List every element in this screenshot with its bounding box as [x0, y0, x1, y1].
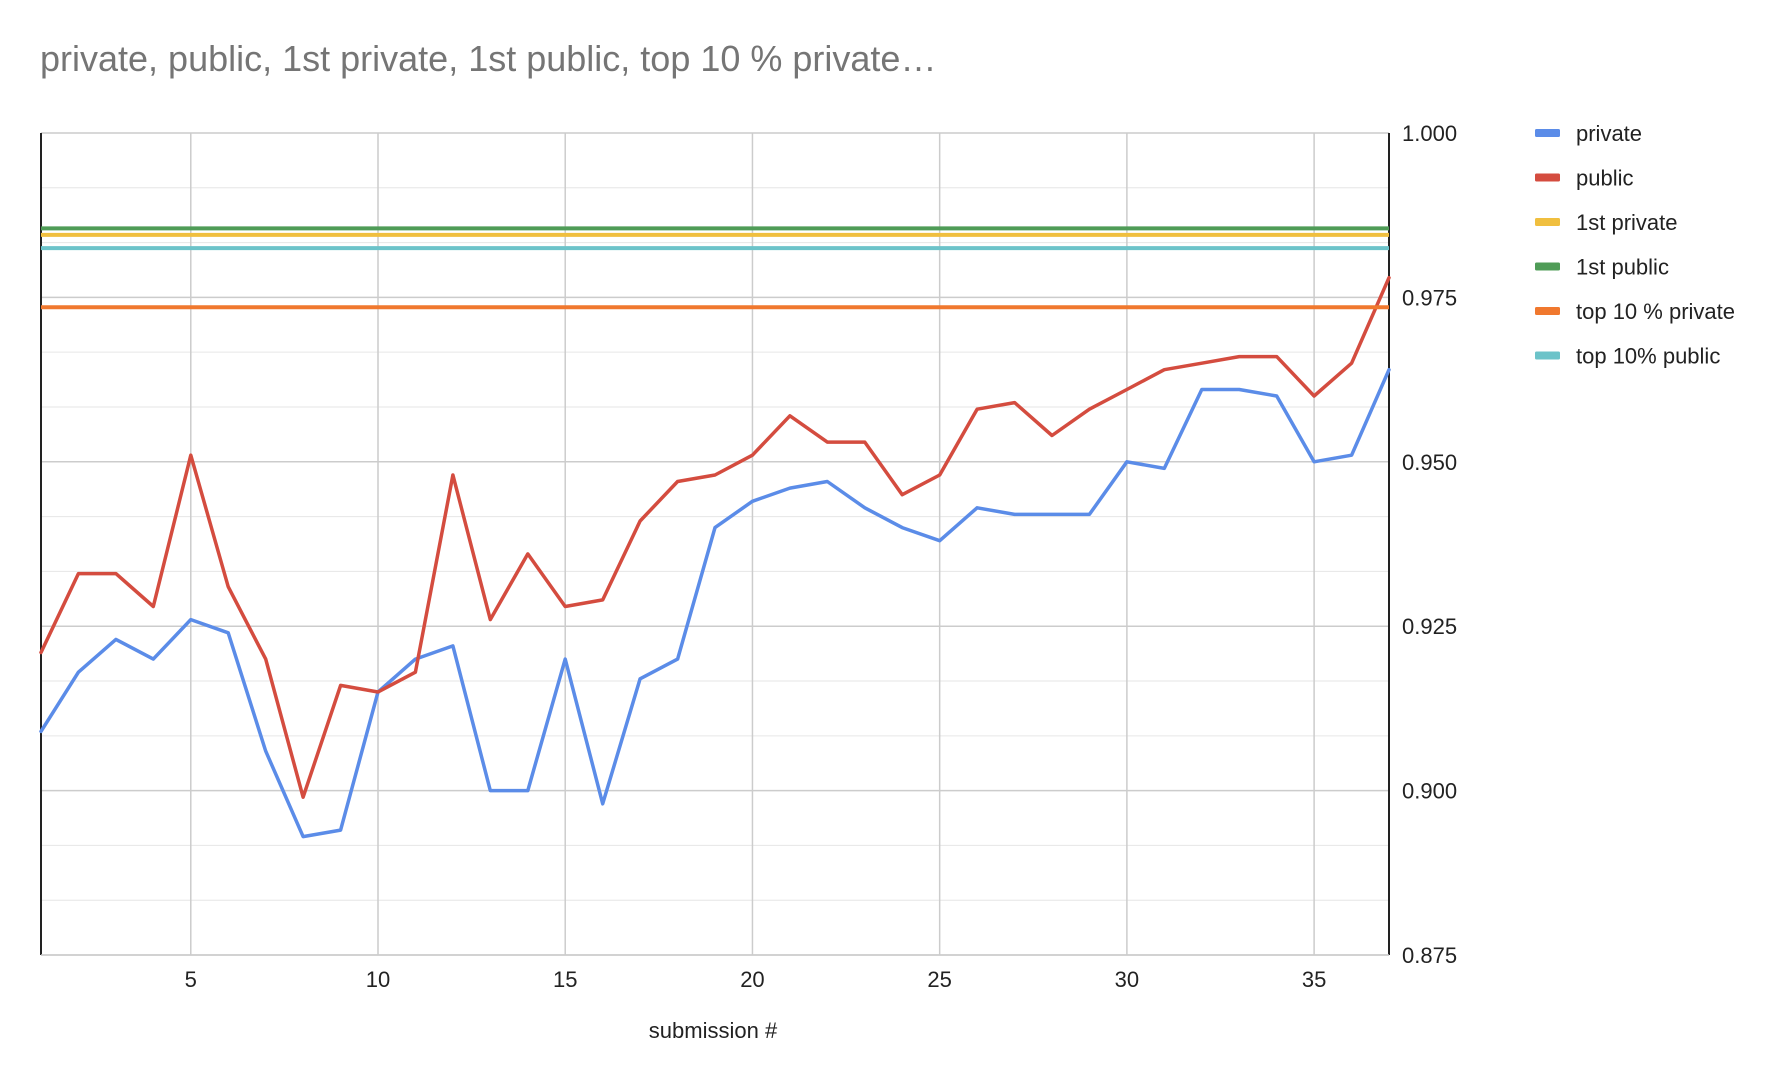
x-tick-label: 25 [927, 967, 951, 992]
gridlines [41, 132, 1389, 956]
x-tick-label: 10 [366, 967, 390, 992]
y-tick-label: 1.000 [1402, 121, 1457, 146]
x-tick-label: 5 [185, 967, 197, 992]
x-axis-title: submission # [649, 1018, 778, 1043]
legend-label: 1st public [1576, 255, 1669, 280]
y-tick-label: 0.875 [1402, 943, 1457, 968]
legend: private public 1st private 1st public top 10… [1535, 121, 1735, 369]
x-tick-label: 30 [1115, 967, 1139, 992]
legend-label: top 10 % private [1576, 299, 1735, 324]
y-tick-label: 0.950 [1402, 450, 1457, 475]
axes [40, 133, 1390, 956]
legend-swatch [1535, 262, 1560, 271]
legend-swatch [1535, 307, 1560, 315]
x-tick-label: 15 [553, 967, 577, 992]
y-tick-label: 0.975 [1402, 285, 1457, 310]
y-tick-label: 0.925 [1402, 614, 1457, 639]
series-line-0 [39, 367, 1391, 839]
legend-swatch [1535, 218, 1560, 226]
legend-label: private [1576, 121, 1642, 146]
chart-title: private, public, 1st private, 1st public… [40, 38, 937, 79]
y-tick-label: 0.900 [1402, 779, 1457, 804]
series-lines [39, 226, 1391, 839]
legend-label: 1st private [1576, 210, 1678, 235]
legend-label: top 10% public [1576, 344, 1720, 369]
x-tick-label: 20 [740, 967, 764, 992]
legend-swatch [1535, 129, 1560, 137]
legend-swatch [1535, 351, 1560, 360]
x-tick-label: 35 [1302, 967, 1326, 992]
series-line-1 [39, 275, 1391, 799]
tick-labels: 5 10 15 20 25 30 35 1.000 0.975 0.950 0.925 0.900 0.… [185, 121, 1457, 992]
legend-swatch [1535, 173, 1560, 182]
legend-label: public [1576, 166, 1633, 191]
